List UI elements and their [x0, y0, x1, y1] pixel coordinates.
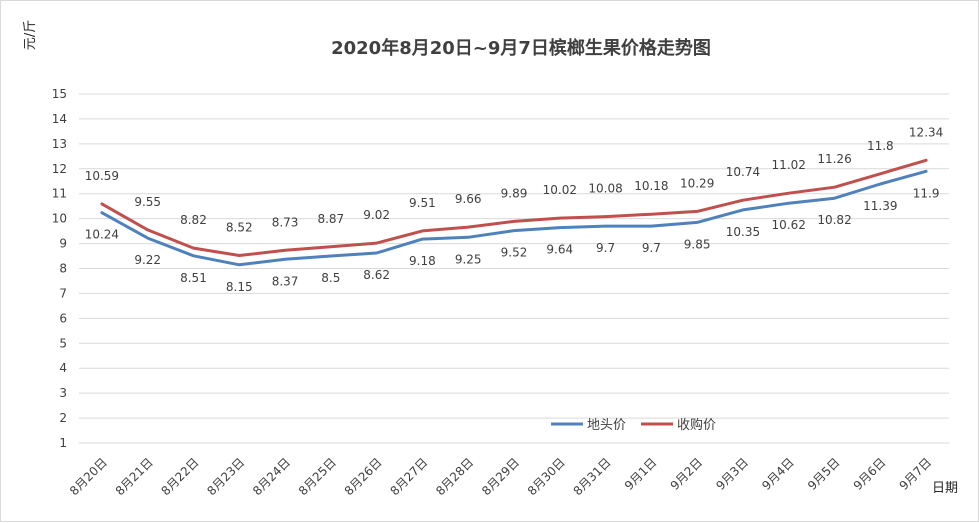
y-tick-label: 15 [52, 87, 67, 101]
data-label: 8.62 [363, 268, 390, 282]
legend-label: 地头价 [587, 418, 626, 433]
data-label: 12.34 [909, 125, 943, 139]
data-label: 10.59 [85, 169, 119, 183]
x-tick-label: 8月20日 [67, 455, 110, 498]
data-label: 8.37 [272, 274, 299, 288]
data-label: 8.51 [180, 271, 207, 285]
y-tick-label: 6 [59, 311, 67, 325]
y-tick-label: 5 [59, 336, 67, 350]
x-tick-label: 9月3日 [713, 455, 751, 493]
data-label: 9.18 [409, 254, 436, 268]
x-tick-label: 8月27日 [387, 455, 430, 498]
y-axis-label: 元/斤 [23, 20, 38, 50]
y-tick-label: 1 [59, 436, 67, 450]
data-label: 9.7 [596, 241, 615, 255]
x-tick-label: 9月5日 [805, 455, 843, 493]
y-tick-label: 14 [52, 112, 67, 126]
data-label: 11.39 [863, 199, 897, 213]
y-tick-label: 3 [59, 386, 67, 400]
x-tick-label: 8月30日 [525, 455, 568, 498]
data-label: 11.26 [817, 152, 851, 166]
x-tick-label: 8月24日 [250, 455, 293, 498]
y-tick-label: 9 [59, 237, 67, 251]
x-tick-label: 9月6日 [851, 455, 889, 493]
data-label: 10.08 [588, 182, 622, 196]
data-label: 8.5 [321, 271, 340, 285]
x-tick-label: 8月23日 [204, 455, 247, 498]
data-labels: 10.24 9.22 8.51 8.15 8.37 8.5 8.62 9.18 9.25 9.52… [85, 125, 944, 293]
data-label: 11.9 [913, 186, 940, 200]
data-label: 10.02 [543, 183, 577, 197]
data-label: 11.02 [772, 158, 806, 172]
y-tick-label: 10 [52, 212, 67, 226]
x-tick-label: 9月7日 [897, 455, 935, 493]
data-label: 10.62 [772, 218, 806, 232]
y-tick-label: 8 [59, 262, 67, 276]
data-label: 9.64 [546, 243, 573, 257]
series-line-1 [100, 158, 928, 257]
y-tick-label: 11 [52, 187, 67, 201]
data-label: 10.35 [726, 225, 760, 239]
data-label: 9.02 [363, 208, 390, 222]
data-label: 10.82 [817, 213, 851, 227]
x-tick-label: 8月28日 [433, 455, 476, 498]
series-line-0 [100, 169, 928, 267]
legend-label: 收购价 [677, 417, 716, 433]
x-tick-label: 8月25日 [296, 455, 339, 498]
data-label: 10.74 [726, 165, 760, 179]
data-label: 9.66 [455, 192, 482, 206]
gridlines [79, 93, 949, 444]
data-label: 8.82 [180, 213, 207, 227]
data-label: 8.15 [226, 280, 253, 294]
x-tick-label: 9月1日 [622, 455, 660, 493]
data-label: 8.52 [226, 221, 253, 235]
data-label: 9.25 [455, 252, 482, 266]
legend: 地头价 收购价 [551, 417, 716, 433]
x-tick-label: 8月21日 [113, 455, 156, 498]
data-label: 9.52 [501, 246, 528, 260]
x-tick-label: 8月26日 [342, 455, 385, 498]
data-label: 10.18 [634, 179, 668, 193]
y-tick-label: 2 [59, 411, 67, 425]
data-label: 8.87 [317, 212, 344, 226]
data-label: 9.22 [134, 253, 161, 267]
x-axis-label: 日期 [932, 481, 958, 496]
data-label: 9.85 [684, 237, 711, 251]
x-tick-label: 8月29日 [479, 455, 522, 498]
data-label: 9.51 [409, 196, 436, 210]
data-label: 9.7 [642, 241, 661, 255]
data-label: 8.73 [272, 215, 299, 229]
y-tick-label: 13 [52, 137, 67, 151]
data-label: 10.24 [85, 228, 119, 242]
data-label: 9.55 [134, 195, 161, 209]
data-label: 11.8 [867, 139, 894, 153]
x-tick-label: 8月22日 [159, 455, 202, 498]
y-tick-label: 4 [59, 361, 67, 375]
data-label: 10.29 [680, 176, 714, 190]
x-axis-ticks: 8月20日 8月21日 8月22日 8月23日 8月24日 8月25日 8月26日 8月27日… [67, 455, 934, 498]
x-tick-label: 9月4日 [759, 455, 797, 493]
y-tick-label: 7 [59, 286, 67, 300]
y-tick-label: 12 [52, 162, 67, 176]
x-tick-label: 8月31日 [571, 455, 614, 498]
data-label: 9.89 [501, 186, 528, 200]
chart-title: 2020年8月20日~9月7日槟榔生果价格走势图 [331, 37, 711, 59]
x-tick-label: 9月2日 [668, 455, 706, 493]
series-lines [100, 158, 928, 267]
